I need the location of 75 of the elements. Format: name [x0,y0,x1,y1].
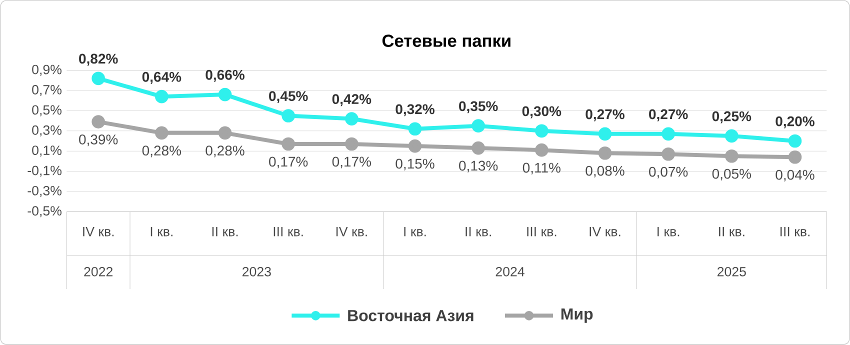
point [282,109,296,122]
x-tick-label: II кв. [466,227,491,236]
x-tick-label: III кв. [780,227,810,236]
data-label: 0,35% [459,101,498,114]
x-tick-label: IV кв. [336,227,367,236]
point [472,141,486,155]
data-label: 0,25% [712,111,752,124]
x-tick-label: III кв. [274,227,303,236]
y-tick-label: -0,5% [28,206,62,218]
point [282,137,296,151]
point [535,143,548,157]
point [662,147,675,161]
data-label: 0,45% [269,91,308,104]
point [218,126,232,140]
point [155,90,168,104]
data-label: 0,82% [79,54,118,66]
point [218,88,232,102]
data-label: 0,30% [522,106,562,118]
x-tick-label: II кв. [719,227,744,236]
y-tick-label: 0,3% [32,125,62,136]
point [788,134,802,148]
data-label: 0,66% [206,70,244,82]
data-label: 0,28% [142,146,182,158]
data-label: 0,64% [142,72,182,84]
x-tick-label: IV кв. [590,227,620,236]
data-label: 0,27% [586,109,624,122]
text: 2025 [718,266,746,276]
point [662,127,675,141]
point [724,129,738,143]
y-tick-label: 0,7% [32,85,62,96]
point [788,150,802,164]
data-label: 0,11% [522,162,560,174]
data-label: 0,04% [776,170,814,182]
x-tick-label: III кв. [527,227,556,236]
y-tick-label: -0,3% [28,186,62,197]
point [155,126,168,140]
legend-label: Восточная Азия [348,310,474,322]
text: 2022 [84,266,113,276]
point [472,119,486,133]
data-label: 0,27% [649,109,688,122]
point [345,112,358,126]
data-label: 0,15% [396,158,434,170]
legend-label: Мир [561,308,593,323]
text: 2024 [496,266,524,276]
data-label: 0,28% [206,146,244,158]
point [535,124,548,138]
point [724,149,738,163]
text: 2023 [242,266,271,276]
point [92,115,106,128]
data-label: 0,32% [396,104,434,116]
x-tick-label: I кв. [150,227,172,236]
data-label: 0,13% [459,160,498,172]
x-tick-label: I кв. [404,227,426,236]
point [92,72,106,86]
data-label: 0,20% [776,116,814,128]
data-label: 0,17% [269,156,308,168]
data-label: 0,39% [79,134,118,146]
data-label: 0,08% [586,166,624,178]
x-tick-label: I кв. [658,227,680,236]
point [598,146,612,160]
point [598,127,612,141]
x-tick-label: II кв. [212,227,238,236]
data-label: 0,17% [332,156,372,168]
point [408,139,422,153]
point [345,137,358,151]
data-label: 0,42% [332,94,372,106]
y-tick-label: 0,9% [32,64,62,76]
point [408,122,422,136]
data-label: 0,05% [712,168,751,180]
x-tick-label: IV кв. [83,227,114,236]
chart-title: Сетевые папки [382,34,510,47]
y-tick-label: 0,5% [32,105,62,116]
y-tick-label: -0,1% [28,166,62,177]
data-label: 0,07% [649,166,688,178]
y-tick-label: 0,1% [32,146,62,157]
